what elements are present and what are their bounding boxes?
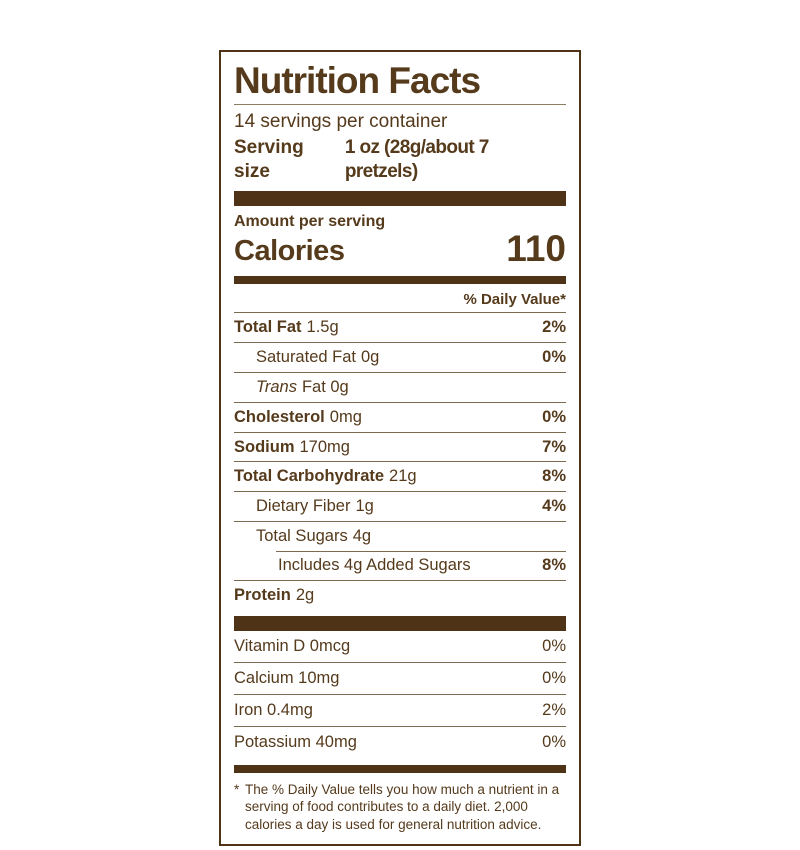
vitamin-row-iron: Iron 0.4mg 2%	[234, 693, 566, 726]
thick-separator-bar	[234, 616, 566, 632]
nutrient-row-dietary-fiber: Dietary Fiber 1g 4%	[234, 491, 566, 521]
nutrient-amount: 4g	[352, 526, 372, 545]
nutrient-row-sodium: Sodium 170mg 7%	[234, 431, 566, 462]
vitamin-row-calcium: Calcium 10mg 0%	[234, 662, 566, 694]
medium-separator-bar	[234, 764, 566, 773]
nutrient-row-added-sugars: Includes 4g Added Sugars 8%	[234, 550, 566, 580]
nutrient-name: Total Carbohydrate	[234, 467, 385, 486]
nutrient-name: Total Sugars	[256, 526, 348, 545]
nutrient-dv: 8%	[542, 467, 566, 486]
vitamin-name: Vitamin D 0mcg	[234, 637, 351, 656]
calories-label: Calories	[234, 234, 345, 267]
vitamin-dv: 0%	[542, 669, 566, 688]
label-title: Nutrition Facts	[234, 60, 481, 101]
nutrient-amount: 0mg	[329, 407, 362, 426]
nutrient-name: Sodium	[234, 437, 295, 456]
nutrition-facts-label: Nutrition Facts 14 servings per containe…	[219, 50, 581, 846]
nutrient-name: Dietary Fiber	[256, 497, 351, 516]
thick-separator-bar	[234, 190, 566, 206]
serving-size-value: 1 oz (28g/about 7 pretzels)	[344, 137, 490, 182]
vitamin-name: Iron 0.4mg	[234, 700, 313, 719]
nutrient-name: Total Fat	[234, 318, 302, 337]
nutrient-amount: Fat 0g	[301, 377, 349, 396]
nutrient-amount: 2g	[295, 585, 315, 604]
vitamin-dv: 0%	[542, 732, 566, 751]
nutrient-row-total-fat: Total Fat 1.5g 2%	[234, 312, 566, 342]
nutrient-dv: 2%	[542, 318, 566, 337]
vitamin-name: Potassium 40mg	[234, 732, 357, 751]
nutrient-amount: 0g	[360, 348, 380, 367]
serving-size-row: Serving size 1 oz (28g/about 7 pretzels)	[234, 136, 566, 184]
medium-separator-bar	[234, 276, 566, 285]
servings-per-container: 14 servings per container	[234, 111, 448, 133]
nutrient-name: Cholesterol	[234, 407, 325, 426]
serving-size-label: Serving size	[234, 137, 304, 182]
nutrient-dv: 0%	[542, 348, 566, 367]
nutrient-row-total-sugars: Total Sugars 4g	[234, 520, 566, 551]
nutrient-name: Trans	[256, 377, 297, 396]
vitamin-row-potassium: Potassium 40mg 0%	[234, 725, 566, 758]
nutrient-dv: 8%	[542, 555, 566, 574]
nutrient-amount: 21g	[389, 467, 417, 486]
nutrient-dv: 7%	[542, 437, 566, 456]
nutrient-name: Saturated Fat	[256, 348, 356, 367]
footnote-text: The % Daily Value tells you how much a n…	[245, 781, 560, 833]
amount-per-serving-label: Amount per serving	[234, 212, 386, 230]
nutrient-name: Includes 4g Added Sugars	[278, 555, 471, 574]
nutrient-amount: 1g	[355, 497, 374, 516]
nutrient-row-saturated-fat: Saturated Fat 0g 0%	[234, 342, 566, 372]
footnote-asterisk: *	[234, 781, 240, 797]
calories-row: Calories 110	[234, 228, 566, 270]
nutrient-row-total-carbohydrate: Total Carbohydrate 21g 8%	[234, 461, 566, 491]
vitamin-row-vitamin-d: Vitamin D 0mcg 0%	[234, 631, 566, 662]
nutrient-amount: 170mg	[299, 437, 350, 456]
nutrient-row-protein: Protein 2g	[234, 579, 566, 610]
calories-value: 110	[506, 228, 566, 270]
vitamin-dv: 2%	[542, 700, 566, 719]
vitamin-dv: 0%	[542, 637, 566, 656]
nutrient-dv: 4%	[542, 497, 566, 516]
vitamin-name: Calcium 10mg	[234, 669, 340, 688]
nutrient-row-trans-fat: Trans Fat 0g	[234, 371, 566, 402]
daily-value-footnote: * The % Daily Value tells you how much a…	[234, 781, 566, 834]
nutrient-row-cholesterol: Cholesterol 0mg 0%	[234, 401, 566, 432]
nutrient-dv: 0%	[542, 407, 566, 426]
daily-value-header: % Daily Value*	[463, 291, 566, 309]
nutrient-amount: 1.5g	[306, 318, 339, 337]
nutrient-name: Protein	[234, 585, 291, 604]
title-divider	[234, 104, 566, 106]
